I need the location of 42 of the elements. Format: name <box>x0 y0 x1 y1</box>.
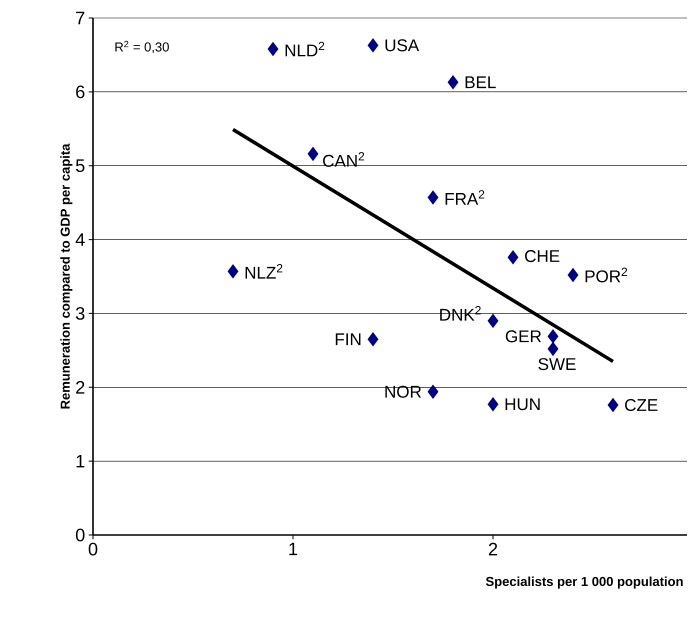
annotation: BEL <box>466 76 496 88</box>
annotation: SWE <box>538 358 576 370</box>
point <box>428 190 438 205</box>
point <box>508 250 518 264</box>
y-tick-label: 2 <box>76 381 84 394</box>
y-tick-label: 7 <box>76 12 84 24</box>
point <box>448 75 458 90</box>
y-axis-title: Remuneration compared to GDP per capita <box>60 144 72 409</box>
x-axis-title: Specialists per 1 000 population <box>486 576 683 589</box>
annotation: POR$^{2}$ <box>586 268 628 282</box>
point <box>268 42 278 56</box>
annotation: HUN <box>506 398 540 410</box>
annotation: NLD$^{2}$ <box>286 42 324 56</box>
point <box>368 332 378 346</box>
point <box>228 264 238 279</box>
y-tick-label: 6 <box>76 85 84 98</box>
annotation: FIN <box>336 333 360 346</box>
x-tick-label: 2 <box>488 542 498 556</box>
annotation: NOR <box>385 386 422 398</box>
y-tick-label: 3 <box>76 307 84 320</box>
point <box>488 397 498 412</box>
annotation: CHE <box>525 250 560 262</box>
point <box>548 329 558 344</box>
annotation: NLZ$^{2}$ <box>246 264 282 279</box>
annotation: GER <box>506 330 542 342</box>
y-tick-label: 0 <box>76 528 85 542</box>
x-tick-label: 1 <box>289 542 298 556</box>
y-tick-label: 1 <box>76 454 84 468</box>
x-tick-label: 0 <box>88 542 98 556</box>
point <box>308 146 318 162</box>
annotation: R$^{2}$ = 0,30 <box>115 40 169 54</box>
point <box>548 342 558 356</box>
point <box>568 268 578 282</box>
annotation: CZE <box>625 398 658 412</box>
point <box>428 384 438 399</box>
annotation: USA <box>386 39 420 52</box>
y-tick-label: 4 <box>76 233 85 246</box>
point <box>368 38 378 53</box>
point <box>488 314 498 328</box>
y-tick-label: 5 <box>76 159 84 172</box>
point <box>608 398 618 412</box>
annotation: FRA$^{2}$ <box>446 190 484 205</box>
